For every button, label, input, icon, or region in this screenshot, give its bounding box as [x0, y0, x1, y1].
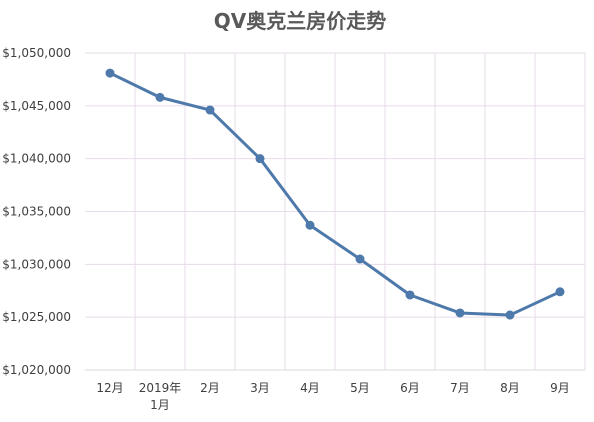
y-tick-label: $1,050,000 [2, 46, 71, 60]
data-point [355, 254, 365, 264]
chart-title: QV奥克兰房价走势 [214, 9, 386, 33]
data-point [555, 287, 565, 297]
x-tick-label: 2月 [200, 381, 220, 395]
y-tick-label: $1,020,000 [2, 363, 71, 377]
data-point [105, 68, 115, 78]
data-point [305, 220, 315, 230]
data-point [255, 154, 265, 164]
x-tick-label: 8月 [500, 381, 520, 395]
y-tick-label: $1,040,000 [2, 152, 71, 166]
x-tick-labels: 12月 2019年 1月 2月 3月 4月 5月 6月 7月 8月 9月 [96, 381, 569, 412]
x-tick-label: 12月 [96, 381, 123, 395]
x-tick-label: 3月 [250, 381, 270, 395]
x-tick-label: 4月 [300, 381, 320, 395]
y-tick-labels: $1,020,000 $1,025,000 $1,030,000 $1,035,000… [2, 46, 71, 377]
y-tick-label: $1,030,000 [2, 257, 71, 271]
x-tick-label: 2019年 1月 [139, 381, 182, 412]
y-tick-label: $1,025,000 [2, 310, 71, 324]
data-point [205, 105, 215, 115]
x-tick-label: 5月 [350, 381, 370, 395]
y-tick-label: $1,035,000 [2, 205, 71, 219]
data-point [505, 310, 515, 320]
series-layer [105, 68, 565, 320]
grid-layer [85, 52, 586, 370]
data-point [405, 290, 415, 300]
x-tick-label: 6月 [400, 381, 420, 395]
y-tick-label: $1,045,000 [2, 99, 71, 113]
x-tick-label: 9月 [550, 381, 570, 395]
series-line [108, 71, 562, 317]
data-point [455, 308, 465, 318]
data-point [155, 92, 165, 102]
x-tick-label: 7月 [450, 381, 470, 395]
